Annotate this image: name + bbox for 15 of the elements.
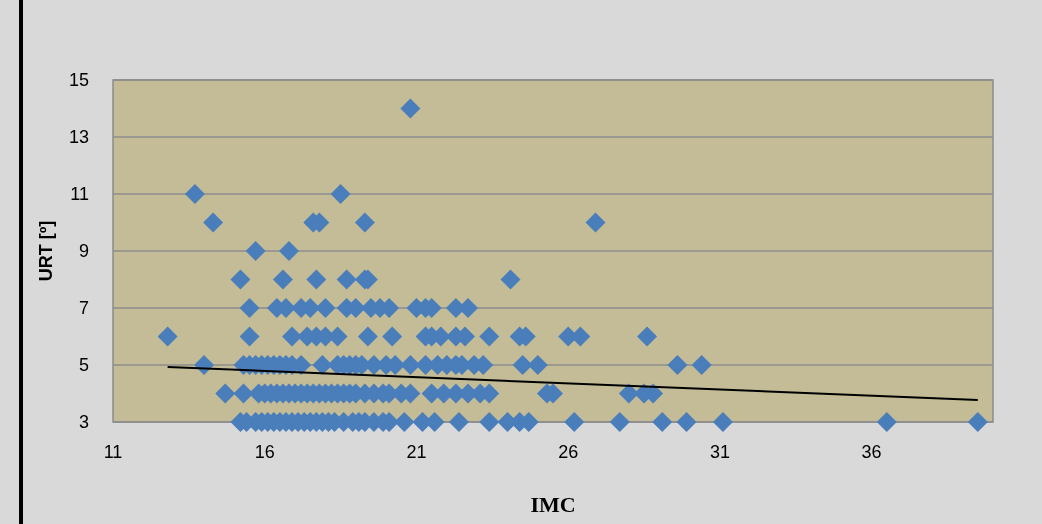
y-tick-label: 15	[68, 70, 89, 91]
y-tick-label: 3	[78, 412, 89, 433]
x-tick-label: 36	[861, 442, 882, 462]
x-tick-label: 21	[406, 442, 427, 462]
y-tick-label: 7	[78, 298, 89, 319]
y-axis-title: URT [º]	[36, 220, 56, 282]
y-tick-label: 13	[68, 127, 89, 148]
x-tick-label: 26	[558, 442, 579, 462]
x-tick-label: 31	[709, 442, 730, 462]
y-tick-label: 5	[78, 355, 89, 376]
y-tick-label: 9	[78, 241, 89, 262]
x-tick-label: 16	[254, 442, 275, 462]
x-tick-label: 11	[103, 442, 123, 462]
x-axis-title: IMC	[530, 492, 576, 517]
y-tick-label: 11	[70, 184, 89, 205]
